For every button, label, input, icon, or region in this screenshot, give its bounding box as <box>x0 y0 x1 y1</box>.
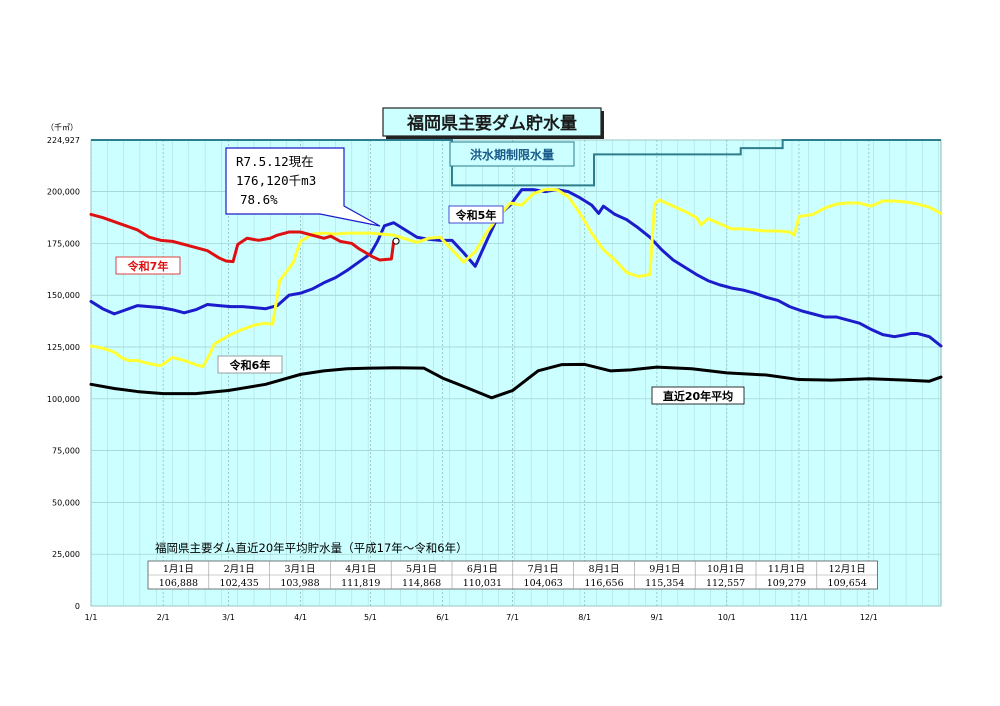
y-tick-label: 100,000 <box>47 395 80 404</box>
x-tick-label: 11/1 <box>790 613 808 622</box>
avg-table-month: 4月1日 <box>345 564 376 575</box>
avg-table-month: 7月1日 <box>528 564 559 575</box>
current-value-callout: R7.5.12現在 176,120千m3 78.6% <box>225 147 381 227</box>
series-label-reiwa5-text: 令和5年 <box>455 208 497 222</box>
callout-line-3: 78.6% <box>240 192 278 207</box>
y-unit-label: （千㎥） <box>46 122 78 132</box>
avg-table-month: 9月1日 <box>649 564 680 575</box>
series-label-avg20-text: 直近20年平均 <box>663 389 733 403</box>
flood-limit-label-box: 洪水期制限水量 <box>449 141 575 167</box>
avg-table-caption: 福岡県主要ダム直近20年平均貯水量（平成17年～令和6年） <box>155 541 468 555</box>
series-label-reiwa7-text: 令和7年 <box>127 259 169 273</box>
x-tick-label: 4/1 <box>294 613 307 622</box>
current-value-marker <box>392 237 400 245</box>
x-tick-label: 10/1 <box>718 613 736 622</box>
avg-table-value: 103,988 <box>280 578 319 589</box>
x-tick-label: 1/1 <box>85 613 98 622</box>
avg-table-value: 102,435 <box>220 578 259 589</box>
avg-table-value: 110,031 <box>463 578 502 589</box>
y-axis: 0 25,000 50,000 75,000 100,000 125,000 150,000… <box>47 136 80 611</box>
avg-table-month: 1月1日 <box>163 564 194 575</box>
y-tick-label: 200,000 <box>47 188 80 197</box>
series-line-1 <box>89 188 943 369</box>
series-layer <box>89 188 943 400</box>
x-tick-label: 6/1 <box>436 613 449 622</box>
avg-table-month: 6月1日 <box>467 564 498 575</box>
avg-table-value: 115,354 <box>645 578 684 589</box>
avg-table-value: 112,557 <box>706 578 745 589</box>
avg-table: 1月1日 106,888 2月1日 102,435 3月1日 103,988 4月1日 111… <box>147 560 878 590</box>
avg-table-month: 8月1日 <box>588 564 619 575</box>
avg-table-value: 114,868 <box>402 578 441 589</box>
y-tick-label: 25,000 <box>52 550 80 559</box>
chart-title-box: 福岡県主要ダム貯水量 <box>382 107 604 139</box>
y-tick-label: 0 <box>75 602 80 611</box>
callout-line-1: R7.5.12現在 <box>236 154 314 169</box>
chart-title: 福岡県主要ダム貯水量 <box>406 113 577 134</box>
avg-table-month: 3月1日 <box>284 564 315 575</box>
callout-line-2: 176,120千m3 <box>236 173 316 188</box>
avg-table-value: 109,279 <box>767 578 806 589</box>
y-tick-label: 224,927 <box>47 136 80 145</box>
avg-table-value: 111,819 <box>341 578 380 589</box>
y-tick-label: 50,000 <box>52 498 80 507</box>
avg-table-value: 109,654 <box>828 578 867 589</box>
avg-table-month: 11月1日 <box>768 564 805 575</box>
series-label-reiwa6-text: 令和6年 <box>229 358 271 372</box>
y-tick-label: 75,000 <box>52 447 80 456</box>
flood-limit-label: 洪水期制限水量 <box>470 147 554 162</box>
x-tick-label: 7/1 <box>506 613 519 622</box>
series-line-3 <box>89 362 943 400</box>
avg-table-month: 5月1日 <box>406 564 437 575</box>
avg-table-value: 106,888 <box>159 578 198 589</box>
y-tick-label: 150,000 <box>47 291 80 300</box>
x-tick-label: 8/1 <box>578 613 591 622</box>
x-tick-label: 12/1 <box>860 613 878 622</box>
series-label-reiwa5: 令和5年 <box>448 205 504 224</box>
series-line-0 <box>89 212 396 264</box>
avg-table-month: 10月1日 <box>707 564 744 575</box>
series-label-reiwa6: 令和6年 <box>217 355 283 374</box>
series-line-2 <box>89 188 943 348</box>
y-tick-label: 125,000 <box>47 343 80 352</box>
avg-table-value: 104,063 <box>524 578 563 589</box>
x-tick-label: 3/1 <box>222 613 235 622</box>
avg-table-month: 12月1日 <box>829 564 866 575</box>
x-axis: 1/1 2/1 3/1 4/1 5/1 6/1 7/1 8/1 9/1 10/1 11/1 12/1 <box>85 613 878 622</box>
series-label-reiwa7: 令和7年 <box>115 256 181 275</box>
series-label-avg20: 直近20年平均 <box>651 386 745 405</box>
avg-table-value: 116,656 <box>584 578 623 589</box>
x-tick-label: 2/1 <box>157 613 170 622</box>
y-tick-label: 175,000 <box>47 239 80 248</box>
avg-table-month: 2月1日 <box>224 564 255 575</box>
x-tick-label: 5/1 <box>364 613 377 622</box>
x-tick-label: 9/1 <box>650 613 663 622</box>
